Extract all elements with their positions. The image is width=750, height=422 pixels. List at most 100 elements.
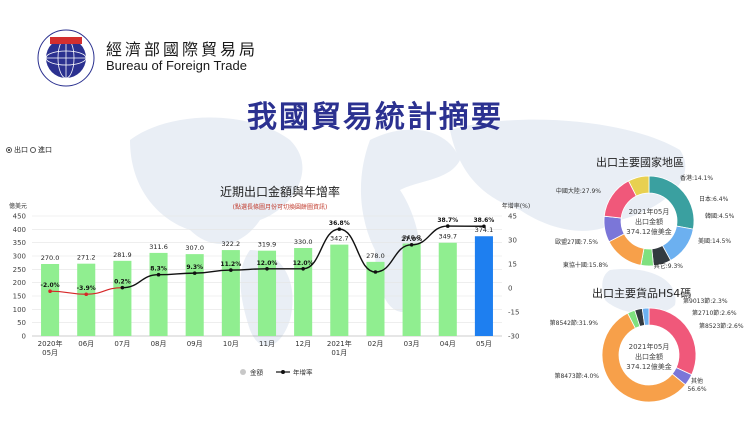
- x-tick-label: 09月: [187, 340, 203, 348]
- product-pie-slice-label: 第8542節:31.9%: [550, 319, 599, 327]
- growth-point-0: [48, 289, 52, 294]
- y-tick-label: 50: [17, 319, 26, 327]
- bureau-logo[interactable]: [36, 28, 96, 88]
- bar-value-label: 330.0: [294, 238, 313, 246]
- bar-value-label: 374.1: [475, 226, 494, 234]
- country-pie-slice-label: 其它:9.3%: [654, 262, 684, 270]
- bar-value-label: 307.0: [185, 244, 204, 252]
- product-pie-center-line2: 出口金額: [635, 353, 663, 361]
- bar-4[interactable]: [185, 254, 204, 336]
- growth-rate-label: 38.6%: [474, 217, 495, 224]
- growth-rate-label: 27.0%: [401, 236, 422, 243]
- bar-12[interactable]: [474, 236, 493, 336]
- country-pie-slice-label: 歐盟27國:7.5%: [555, 238, 598, 246]
- export-radio[interactable]: [6, 147, 12, 153]
- growth-rate-label: 11.2%: [220, 261, 241, 268]
- x-tick-label: 2021年: [327, 339, 352, 348]
- import-radio-label[interactable]: 進口: [38, 146, 52, 154]
- bar-value-label: 346.8: [402, 234, 421, 242]
- product-pie-center-line3: 374.12億美金: [626, 363, 672, 371]
- product-pie-slice-label: 第2710節:2.6%: [692, 309, 737, 317]
- x-tick-label: 2020年: [38, 339, 63, 348]
- y-tick-label: 200: [13, 279, 26, 287]
- x-tick-label: 05月: [476, 340, 492, 348]
- y2-tick-label: 45: [508, 213, 517, 221]
- x-tick-label: 08月: [151, 340, 167, 348]
- y-tick-label: 100: [13, 306, 26, 314]
- growth-rate-label: 9.3%: [186, 264, 203, 271]
- bar-7[interactable]: [294, 248, 313, 336]
- growth-point-3: [156, 272, 161, 277]
- country-pie-slice-label: 日本:6.4%: [699, 195, 729, 203]
- country-pie-slice-label: 韓國:4.5%: [705, 212, 735, 220]
- bar-value-label: 319.9: [258, 241, 277, 249]
- chart-subtitle: (點選長條圖月份可切換圓餅圖資訊): [232, 204, 328, 211]
- y-axis-left-label: 億美元: [9, 202, 27, 210]
- growth-rate-label: 0.2%: [114, 279, 131, 286]
- x-tick-label: 12月: [295, 340, 311, 348]
- y2-tick-label: 15: [508, 261, 517, 269]
- org-name-en: Bureau of Foreign Trade: [106, 58, 247, 73]
- growth-point-5: [229, 268, 233, 272]
- product-pie-slice-5[interactable]: [641, 307, 650, 326]
- org-name-zh: 經濟部國際貿易局: [106, 40, 259, 59]
- growth-point-2: [120, 285, 125, 290]
- export-radio-label[interactable]: 出口: [14, 146, 28, 154]
- growth-rate-label: -3.9%: [77, 285, 96, 292]
- product-pie-slice-2[interactable]: [601, 312, 686, 403]
- bar-10[interactable]: [402, 243, 421, 336]
- legend-amount-marker[interactable]: [240, 369, 246, 375]
- growth-rate-label: 12.0%: [293, 260, 314, 267]
- legend-growth-label: 年增率: [293, 368, 313, 377]
- x-tick-label: 03月: [404, 340, 420, 348]
- product-pie-slice-label: 第8473節:4.0%: [554, 372, 599, 380]
- export-import-toggle: 出口 進口: [6, 145, 52, 155]
- country-pie-title: 出口主要國家地區: [596, 156, 684, 169]
- product-pie-slice-label: 其他: [691, 377, 703, 385]
- y2-tick-label: 30: [508, 237, 517, 245]
- x-tick-label: 04月: [440, 340, 456, 348]
- growth-point-8: [337, 227, 342, 231]
- bar-0[interactable]: [41, 264, 60, 336]
- bar-11[interactable]: [438, 242, 457, 336]
- x-tick-label: 11月: [259, 340, 275, 348]
- growth-point-1: [84, 292, 89, 297]
- product-pie-slice-label: 56.6%: [687, 386, 706, 393]
- country-pie-center: 2021年05月 出口金額 374.12億美金: [604, 207, 694, 237]
- country-pie-center-line3: 374.12億美金: [626, 228, 672, 236]
- y-tick-label: 250: [13, 266, 26, 274]
- bar-5[interactable]: [221, 250, 240, 336]
- bar-value-label: 342.7: [330, 235, 349, 243]
- country-pie-slice-7[interactable]: [628, 175, 650, 197]
- growth-point-7: [301, 267, 305, 271]
- x-tick-label: 02月: [368, 340, 384, 348]
- bar-8[interactable]: [330, 244, 349, 336]
- growth-point-6: [265, 267, 269, 271]
- growth-point-9: [373, 270, 378, 274]
- bar-value-label: 322.2: [222, 240, 241, 248]
- bar-value-label: 311.6: [149, 243, 168, 251]
- page-title: 我國貿易統計摘要: [247, 100, 503, 135]
- legend-amount-label: 金額: [250, 368, 264, 377]
- y-tick-label: 300: [13, 253, 26, 261]
- bar-9[interactable]: [366, 261, 385, 336]
- bar-value-label: 278.0: [366, 252, 385, 260]
- country-pie-slice-label: 香港:14.1%: [680, 174, 713, 182]
- legend-growth-dot[interactable]: [281, 370, 285, 374]
- x-tick-label: 10月: [223, 340, 239, 348]
- bar-3[interactable]: [149, 252, 168, 336]
- x-tick-label: 05月: [42, 349, 58, 357]
- x-tick-label: 07月: [114, 340, 130, 348]
- bar-value-label: 270.0: [41, 254, 60, 262]
- import-radio[interactable]: [30, 147, 36, 153]
- y-tick-label: 0: [22, 333, 26, 341]
- bar-6[interactable]: [257, 250, 277, 336]
- x-tick-label: 06月: [78, 340, 94, 348]
- chart-title: 近期出口金額與年增率: [219, 185, 340, 199]
- product-pie-center: 2021年05月 出口金額 374.12億美金: [604, 342, 694, 372]
- country-pie-center-line2: 出口金額: [635, 218, 663, 226]
- bar-value-label: 271.2: [77, 254, 96, 262]
- bar-2[interactable]: [113, 260, 132, 336]
- growth-rate-label: 36.8%: [329, 220, 350, 227]
- bar-1[interactable]: [77, 263, 96, 336]
